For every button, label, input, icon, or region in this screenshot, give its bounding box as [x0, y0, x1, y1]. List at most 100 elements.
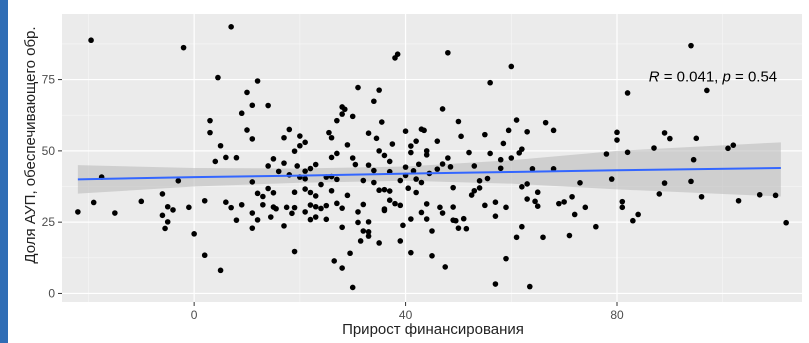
data-point [365, 233, 372, 239]
data-point [328, 134, 335, 141]
data-point [492, 199, 499, 205]
data-point [508, 155, 515, 161]
data-point [630, 217, 636, 224]
data-point [408, 249, 414, 256]
data-point [228, 204, 234, 211]
data-point [376, 187, 382, 194]
data-point [223, 154, 229, 161]
data-point [439, 210, 446, 216]
data-point [265, 163, 271, 169]
data-point [275, 168, 282, 175]
data-point [497, 165, 504, 172]
data-point [233, 154, 240, 161]
data-point [328, 154, 335, 161]
data-point [331, 258, 338, 264]
data-point [661, 130, 668, 136]
data-point [386, 158, 393, 165]
data-point [334, 176, 340, 183]
data-point [180, 44, 187, 51]
data-point [656, 191, 663, 197]
data-point [524, 128, 530, 135]
data-point [482, 131, 488, 138]
data-point [397, 177, 404, 184]
data-point [302, 168, 308, 174]
data-point [413, 189, 419, 196]
data-point [357, 238, 364, 244]
data-point [550, 166, 557, 172]
data-point [519, 184, 525, 190]
data-point [508, 63, 515, 70]
data-point [408, 143, 414, 149]
data-point [624, 90, 631, 96]
data-point [429, 253, 435, 259]
y-tick-label: 50 [42, 144, 56, 158]
data-point [376, 240, 382, 246]
data-point [534, 189, 541, 196]
data-point [302, 186, 308, 192]
data-point [455, 225, 462, 231]
data-point [307, 202, 314, 208]
data-point [371, 167, 377, 174]
data-point [408, 149, 414, 156]
x-axis-title: Прирост финансирования [342, 321, 524, 338]
data-point [487, 150, 493, 157]
data-point [450, 204, 456, 210]
data-point [735, 197, 742, 204]
data-point [371, 179, 377, 186]
data-point [254, 78, 261, 84]
data-point [294, 163, 301, 169]
y-tick-label: 25 [42, 215, 56, 229]
data-point [265, 185, 271, 192]
data-point [228, 24, 234, 30]
data-point [524, 196, 530, 202]
data-point [170, 207, 176, 213]
data-point [434, 166, 441, 172]
data-point [360, 201, 367, 208]
data-point [534, 203, 541, 209]
data-point [492, 281, 499, 287]
data-point [365, 130, 372, 136]
data-point [542, 119, 549, 126]
data-point [291, 189, 298, 196]
data-point [550, 127, 557, 134]
data-point [90, 199, 97, 206]
data-point [207, 117, 213, 124]
x-tick-label: 80 [610, 308, 624, 322]
data-point [524, 181, 530, 187]
data-point [503, 204, 509, 211]
data-point [556, 200, 562, 207]
data-point [688, 178, 694, 185]
data-point [260, 193, 266, 200]
data-point [624, 149, 631, 156]
data-point [439, 106, 446, 112]
data-point [439, 161, 446, 167]
data-point [323, 202, 330, 209]
y-tick-label: 75 [42, 73, 56, 87]
data-point [352, 161, 359, 168]
data-point [688, 42, 694, 49]
data-point [339, 265, 345, 271]
data-point [614, 137, 620, 143]
data-point [75, 209, 81, 215]
data-point [397, 238, 404, 244]
data-point [423, 152, 430, 158]
data-point [291, 248, 298, 255]
data-point [437, 204, 443, 211]
data-point [603, 151, 610, 157]
data-point [772, 192, 779, 199]
data-point [349, 113, 356, 120]
data-point [571, 211, 578, 218]
data-point [413, 138, 419, 144]
data-point [323, 216, 330, 223]
data-point [215, 74, 221, 81]
data-point [519, 146, 525, 152]
data-point [569, 193, 575, 200]
data-point [201, 197, 208, 204]
data-point [577, 180, 583, 186]
data-point [381, 207, 388, 214]
data-point [365, 162, 372, 168]
data-point [397, 202, 404, 209]
data-point [355, 219, 361, 226]
data-point [326, 129, 332, 136]
